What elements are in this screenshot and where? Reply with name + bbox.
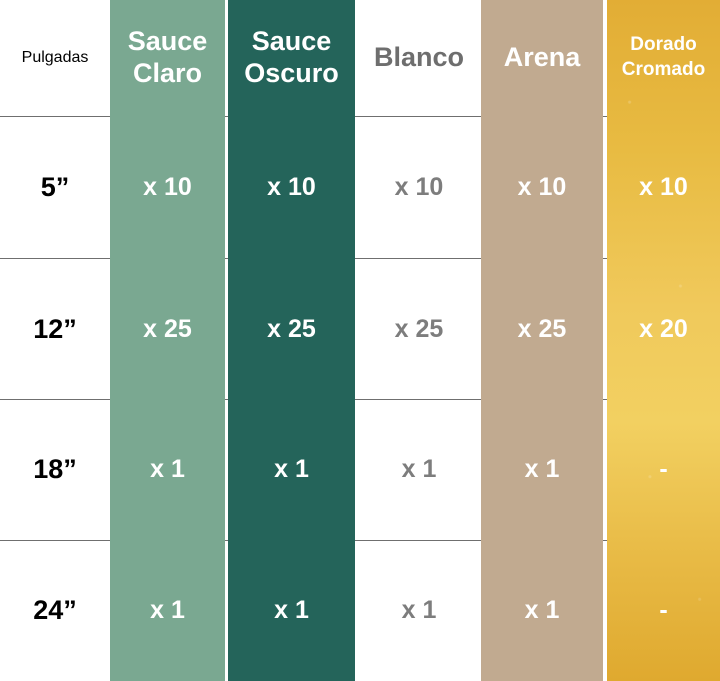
blanco-12-inch-value: x 25: [394, 314, 444, 343]
sauce-claro-5-inch-value: x 10: [143, 172, 192, 201]
dorado-cromado-12-inch-value: x 20: [639, 314, 688, 343]
arena-header-text: Arena: [503, 42, 581, 73]
sauce-claro-24-inch-value: x 1: [150, 596, 185, 625]
row-divider: [0, 540, 720, 541]
sauce-oscuro-header-text: Sauce Oscuro: [244, 26, 339, 88]
blanco-5-inch-value: x 10: [394, 172, 444, 201]
arena-column-background: [481, 0, 603, 681]
sauce-claro-column-background: [110, 0, 225, 681]
dorado-cromado-header: Dorado Cromado: [607, 0, 720, 116]
blanco-18-inch-value: x 1: [401, 455, 437, 484]
blanco-header-text: Blanco: [373, 42, 465, 73]
sauce-oscuro-12-inch-value: x 25: [267, 314, 316, 343]
sauce-oscuro-column-background: [228, 0, 355, 681]
size-column-header: Pulgadas: [21, 48, 89, 66]
sauce-oscuro-5-inch-value: x 10: [267, 172, 316, 201]
size-24-inch: 24”: [33, 595, 77, 626]
size-18-inch: 18”: [33, 454, 77, 485]
arena-5-inch-value: x 10: [517, 172, 567, 201]
size-5-inch: 5”: [40, 171, 70, 202]
size-12-inch: 12”: [33, 313, 77, 344]
dorado-cromado-24-inch-value: -: [659, 596, 668, 625]
row-divider: [0, 116, 720, 117]
sauce-claro-18-inch-value: x 1: [150, 455, 185, 484]
blanco-24-inch-value: x 1: [401, 596, 437, 625]
row-divider: [0, 399, 720, 400]
arena-12-inch-value: x 25: [517, 314, 567, 343]
sauce-oscuro-24-inch-value: x 1: [274, 596, 309, 625]
arena-18-inch-value: x 1: [524, 455, 560, 484]
dorado-cromado-header-text: Dorado Cromado: [621, 34, 706, 80]
arena-header: Arena: [481, 0, 603, 116]
sauce-claro-12-inch-value: x 25: [143, 314, 192, 343]
sauce-oscuro-header: Sauce Oscuro: [228, 0, 355, 116]
row-divider: [0, 258, 720, 259]
dorado-cromado-column-background: [607, 0, 720, 681]
dorado-cromado-18-inch-value: -: [659, 455, 668, 484]
sauce-claro-header-text: Sauce Claro: [127, 26, 208, 88]
blanco-header: Blanco: [358, 0, 480, 116]
sauce-oscuro-18-inch-value: x 1: [274, 455, 309, 484]
dorado-cromado-5-inch-value: x 10: [639, 172, 688, 201]
arena-24-inch-value: x 1: [524, 596, 560, 625]
sauce-claro-header: Sauce Claro: [110, 0, 225, 116]
